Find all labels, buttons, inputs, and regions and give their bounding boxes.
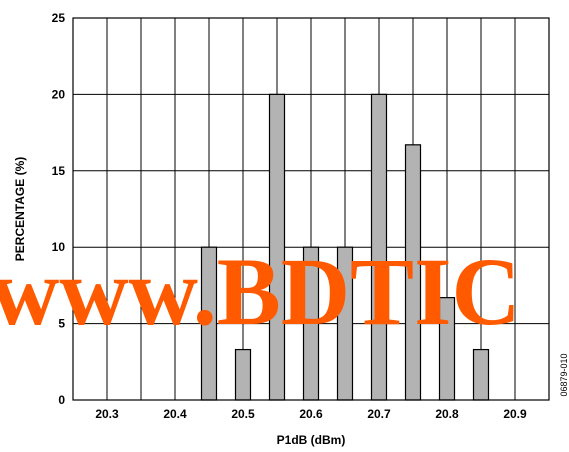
x-tick-label: 20.4 [163,407,187,421]
x-tick-label: 20.3 [95,407,119,421]
x-tick-labels: 20.3 20.4 20.5 20.6 20.7 20.8 20.9 [95,407,527,421]
figure-id: 06879-010 [559,353,569,396]
y-tick-labels: 0 5 10 15 20 25 [52,11,66,407]
y-tick-label: 20 [52,87,66,101]
x-tick-label: 20.5 [231,407,255,421]
watermark-text: www.BDTIC [0,238,521,345]
y-tick-label: 5 [58,317,65,331]
x-tick-label: 20.8 [435,407,459,421]
plot-frame [72,17,550,401]
y-tick-label: 0 [58,393,65,407]
y-tick-label: 10 [52,240,66,254]
y-axis-title: PERCENTAGE (%) [13,157,27,261]
histogram-bar [234,348,252,401]
x-tick-label: 20.9 [503,407,527,421]
x-axis-title: P1dB (dBm) [277,433,346,447]
y-tick-label: 25 [52,11,66,25]
x-tick-label: 20.6 [299,407,323,421]
y-tick-label: 15 [52,164,66,178]
histogram-bar [472,348,490,401]
x-tick-label: 20.7 [367,407,391,421]
